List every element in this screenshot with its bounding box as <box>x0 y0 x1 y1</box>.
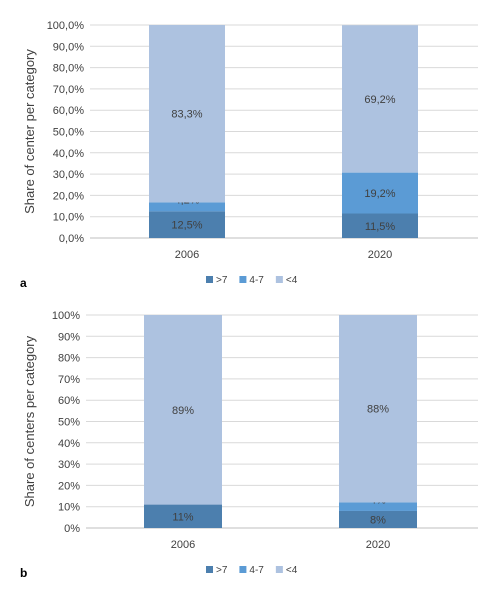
y-tick-label: 70% <box>58 374 80 386</box>
y-tick-label: 40,0% <box>53 148 84 160</box>
data-label: 88% <box>367 404 389 416</box>
chart-panel-b: 0% 10% 20% 30% 40% 50% 60% 70% 80% 90% 100% Share o… <box>20 310 478 580</box>
data-label: 12,5% <box>171 220 202 232</box>
bar-segment-4-2006 <box>149 25 225 203</box>
x-tick-label: 2020 <box>366 539 390 551</box>
y-tick-label: 60,0% <box>53 105 84 117</box>
legend-label: >7 <box>216 275 228 286</box>
bar-segment-7-2006 <box>144 504 222 528</box>
bar-segment-7-2020 <box>339 510 417 528</box>
data-label: 8% <box>370 514 386 526</box>
bar-segment-7-2020 <box>342 213 418 238</box>
y-tick-label: 50,0% <box>53 127 84 139</box>
y-tick-label: 20% <box>58 480 80 492</box>
y-tick-label: 100% <box>52 310 80 322</box>
bar-segment-47-2006 <box>149 202 225 212</box>
y-tick-label: 80,0% <box>53 63 84 75</box>
y-tick-label: 90,0% <box>53 41 84 53</box>
legend: >7 4-7 <4 <box>206 565 298 576</box>
chart-panel-a: 0,0% 10,0% 20,0% 30,0% 40,0% 50,0% 60,0% 70,0% 8… <box>20 20 478 290</box>
x-tick-label: 2020 <box>368 249 392 261</box>
x-tick-label: 2006 <box>171 539 195 551</box>
x-tick-label: 2006 <box>175 249 199 261</box>
panel-label: a <box>20 276 27 290</box>
bar-segment-4-2020 <box>339 315 417 503</box>
legend-label: 4-7 <box>249 565 264 576</box>
y-axis-title: Share of center per category <box>22 49 37 214</box>
legend-swatch <box>239 276 247 283</box>
y-tick-label: 100,0% <box>47 20 85 32</box>
legend-label: 4-7 <box>249 275 264 286</box>
bar-segment-47-2020 <box>342 172 418 214</box>
y-axis-title: Share of centers per category <box>22 335 37 507</box>
bar-segment-7-2006 <box>149 211 225 238</box>
legend: >7 4-7 <4 <box>206 275 298 286</box>
y-tick-label: 10,0% <box>53 212 84 224</box>
bar-segment-47-2020 <box>339 502 417 511</box>
data-label: 11,5% <box>365 221 396 233</box>
y-tick-label: 0% <box>64 523 80 535</box>
legend-swatch <box>275 276 283 283</box>
y-tick-label: 90% <box>58 331 80 343</box>
y-tick-label: 20,0% <box>53 190 84 202</box>
bar-segment-4-2006 <box>144 315 222 505</box>
y-tick-label: 40% <box>58 438 80 450</box>
legend-label: <4 <box>286 275 298 286</box>
legend-swatch <box>239 566 247 573</box>
legend-swatch <box>275 566 283 573</box>
y-tick-label: 80% <box>58 353 80 365</box>
data-label: 19,2% <box>364 188 395 200</box>
data-label: 83,3% <box>171 109 202 121</box>
y-tick-label: 70,0% <box>53 84 84 96</box>
y-tick-label: 10% <box>58 502 80 514</box>
y-tick-label: 60% <box>58 395 80 407</box>
panel-label: b <box>20 566 27 580</box>
y-tick-label: 30,0% <box>53 169 84 181</box>
y-tick-label: 30% <box>58 459 80 471</box>
data-label: 11% <box>172 511 193 523</box>
data-label: 89% <box>172 405 194 417</box>
y-tick-label: 0,0% <box>59 233 84 245</box>
bar-segment-4-2020 <box>342 25 418 173</box>
legend-swatch <box>206 276 213 283</box>
data-label: 69,2% <box>364 94 395 106</box>
legend-label: >7 <box>216 565 228 576</box>
legend-swatch <box>206 566 213 573</box>
y-tick-label: 50% <box>58 417 80 429</box>
legend-label: <4 <box>286 565 298 576</box>
